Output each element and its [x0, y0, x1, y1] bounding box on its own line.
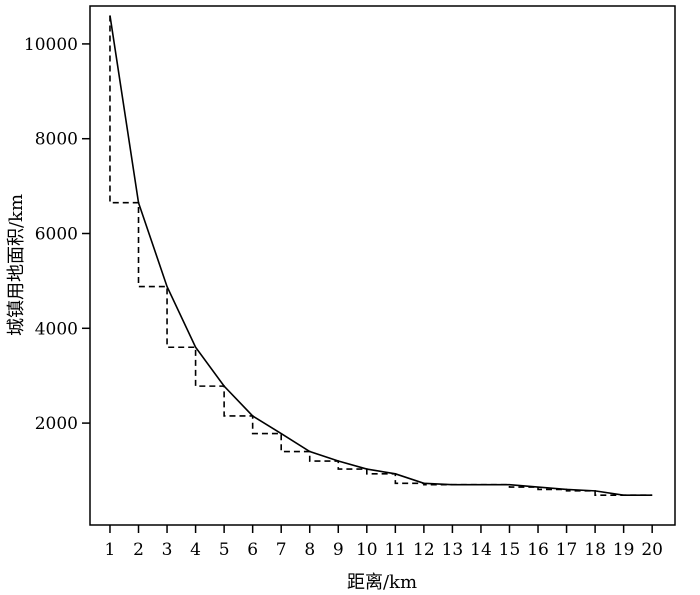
x-tick-label-2: 3	[162, 540, 173, 560]
x-tick-label-18: 19	[613, 540, 635, 560]
x-tick-label-11: 12	[413, 540, 435, 560]
y-axis: 2000 4000 6000 8000 10000	[24, 35, 90, 434]
series-0-line	[109, 15, 653, 496]
plot-frame	[89, 5, 676, 526]
x-tick-label-8: 9	[333, 540, 344, 560]
x-tick-label-3: 4	[190, 540, 201, 560]
x-tick-label-14: 15	[499, 540, 521, 560]
y-tick-label-0: 2000	[35, 414, 78, 434]
x-tick-label-19: 20	[641, 540, 663, 560]
y-tick-label-3: 8000	[35, 130, 78, 150]
x-tick-label-12: 13	[442, 540, 464, 560]
x-tick-label-17: 18	[584, 540, 606, 560]
x-tick-label-10: 11	[385, 540, 407, 560]
y-axis-title: 城镇用地面积/km	[6, 194, 27, 336]
x-tick-label-5: 6	[247, 540, 258, 560]
x-tick-label-15: 16	[527, 540, 549, 560]
y-tick-label-4: 10000	[24, 35, 78, 55]
x-tick-label-1: 2	[133, 540, 144, 560]
x-tick-label-4: 5	[219, 540, 230, 560]
x-axis: 1 2 3 4 5 6 7 8 9 10 11 12 13 14 15 16 17 18 19 20	[105, 525, 663, 560]
y-tick-label-2: 6000	[35, 225, 78, 245]
series-1-step-line	[109, 15, 653, 496]
x-tick-label-13: 14	[470, 540, 492, 560]
x-tick-label-16: 17	[556, 540, 578, 560]
y-tick-label-1: 4000	[35, 319, 78, 339]
x-tick-label-7: 8	[304, 540, 315, 560]
x-tick-label-6: 7	[276, 540, 287, 560]
x-tick-label-0: 1	[105, 540, 116, 560]
x-axis-title: 距离/km	[347, 572, 417, 593]
x-tick-label-9: 10	[356, 540, 378, 560]
series-layer	[109, 15, 653, 496]
